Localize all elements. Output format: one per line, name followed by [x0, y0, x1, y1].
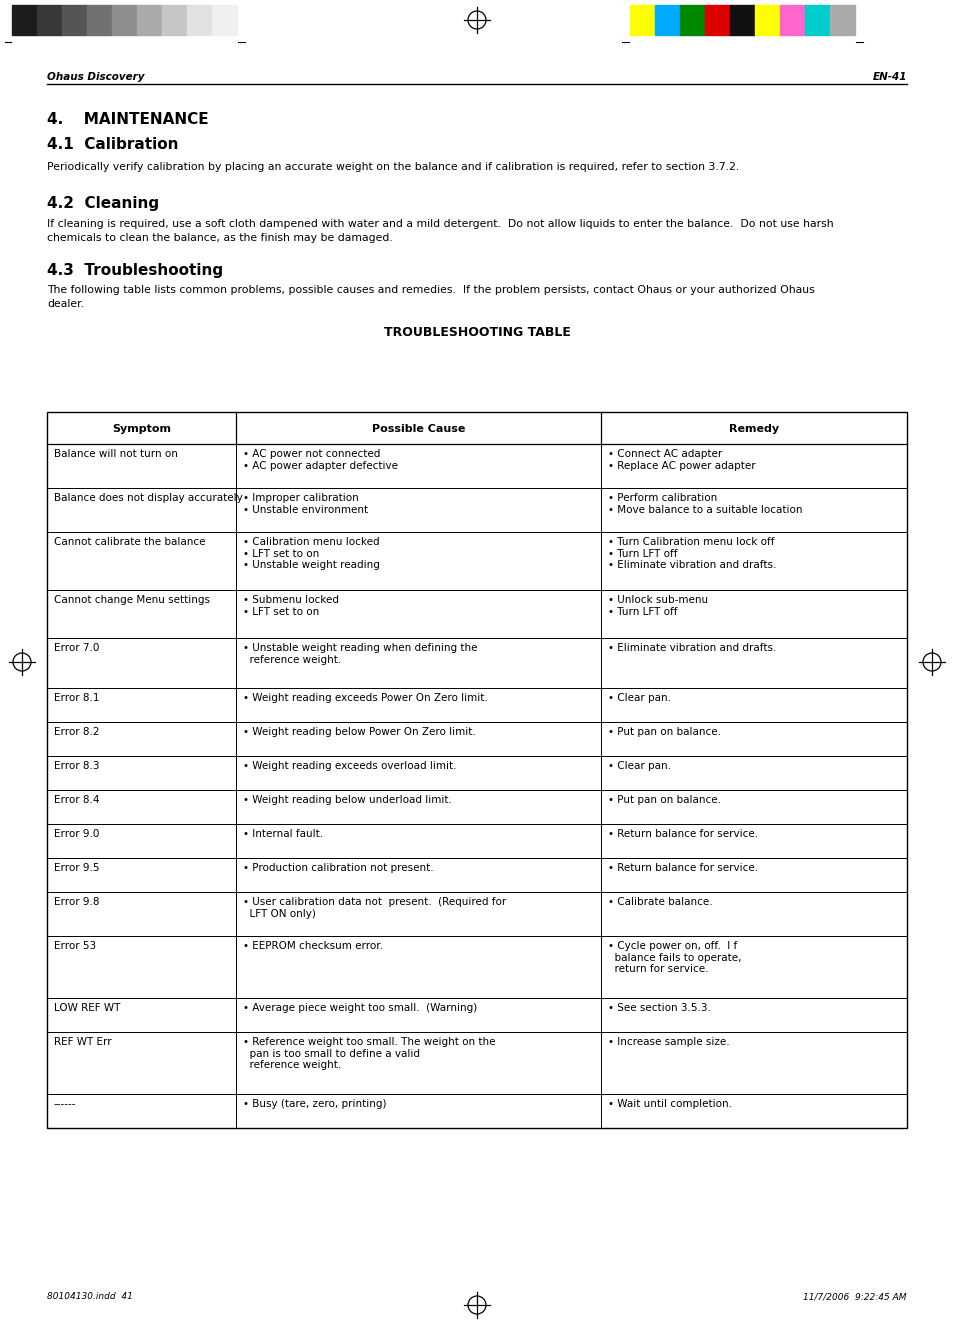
- Text: • Turn Calibration menu lock off
• Turn LFT off
• Eliminate vibration and drafts: • Turn Calibration menu lock off • Turn …: [607, 538, 776, 571]
- Text: 11/7/2006  9:22:45 AM: 11/7/2006 9:22:45 AM: [802, 1292, 906, 1301]
- Text: • Return balance for service.: • Return balance for service.: [607, 829, 758, 839]
- Text: Ohaus Discovery: Ohaus Discovery: [47, 71, 144, 82]
- Bar: [679, 5, 704, 34]
- Text: • Perform calibration
• Move balance to a suitable location: • Perform calibration • Move balance to …: [607, 493, 801, 515]
- Bar: [704, 5, 729, 34]
- Text: • Clear pan.: • Clear pan.: [607, 692, 670, 703]
- Text: Symptom: Symptom: [112, 424, 171, 434]
- Bar: [62, 5, 87, 34]
- Text: • Clear pan.: • Clear pan.: [607, 761, 670, 771]
- Bar: [655, 5, 679, 34]
- Text: • See section 3.5.3.: • See section 3.5.3.: [607, 1004, 710, 1013]
- Text: The following table lists common problems, possible causes and remedies.  If the: The following table lists common problem…: [47, 285, 814, 295]
- Text: Error 53: Error 53: [54, 941, 96, 951]
- Bar: [212, 5, 236, 34]
- Text: Error 8.4: Error 8.4: [54, 794, 99, 805]
- Text: • Cycle power on, off.  I f
  balance fails to operate,
  return for service.: • Cycle power on, off. I f balance fails…: [607, 941, 740, 974]
- Text: dealer.: dealer.: [47, 299, 84, 308]
- Text: • Improper calibration
• Unstable environment: • Improper calibration • Unstable enviro…: [243, 493, 368, 515]
- Text: ------: ------: [54, 1099, 76, 1110]
- Text: • Internal fault.: • Internal fault.: [243, 829, 323, 839]
- Text: • Weight reading below Power On Zero limit.: • Weight reading below Power On Zero lim…: [243, 727, 476, 737]
- Text: LOW REF WT: LOW REF WT: [54, 1004, 120, 1013]
- Text: • Calibration menu locked
• LFT set to on
• Unstable weight reading: • Calibration menu locked • LFT set to o…: [243, 538, 379, 571]
- Text: Cannot change Menu settings: Cannot change Menu settings: [54, 594, 210, 605]
- Text: • Weight reading exceeds overload limit.: • Weight reading exceeds overload limit.: [243, 761, 456, 771]
- Bar: [780, 5, 804, 34]
- Text: • Put pan on balance.: • Put pan on balance.: [607, 794, 720, 805]
- Text: • Wait until completion.: • Wait until completion.: [607, 1099, 731, 1110]
- Bar: [137, 5, 162, 34]
- Text: Error 9.5: Error 9.5: [54, 863, 99, 873]
- Text: • User calibration data not  present.  (Required for
  LFT ON only): • User calibration data not present. (Re…: [243, 896, 506, 919]
- Text: Periodically verify calibration by placing an accurate weight on the balance and: Periodically verify calibration by placi…: [47, 162, 739, 172]
- Bar: [37, 5, 62, 34]
- Text: • Production calibration not present.: • Production calibration not present.: [243, 863, 434, 873]
- Bar: [87, 5, 112, 34]
- Text: • Submenu locked
• LFT set to on: • Submenu locked • LFT set to on: [243, 594, 338, 617]
- Text: • Connect AC adapter
• Replace AC power adapter: • Connect AC adapter • Replace AC power …: [607, 449, 755, 470]
- Text: EN-41: EN-41: [872, 71, 906, 82]
- Text: • Return balance for service.: • Return balance for service.: [607, 863, 758, 873]
- Text: Error 8.1: Error 8.1: [54, 692, 99, 703]
- Bar: [829, 5, 854, 34]
- Text: • Average piece weight too small.  (Warning): • Average piece weight too small. (Warni…: [243, 1004, 476, 1013]
- Text: Balance will not turn on: Balance will not turn on: [54, 449, 177, 459]
- Bar: [629, 5, 655, 34]
- Text: • Increase sample size.: • Increase sample size.: [607, 1037, 729, 1047]
- Text: If cleaning is required, use a soft cloth dampened with water and a mild deterge: If cleaning is required, use a soft clot…: [47, 218, 833, 229]
- Text: chemicals to clean the balance, as the finish may be damaged.: chemicals to clean the balance, as the f…: [47, 233, 393, 244]
- Text: Error 7.0: Error 7.0: [54, 643, 99, 653]
- Text: Balance does not display accurately: Balance does not display accurately: [54, 493, 242, 503]
- Text: Error 8.2: Error 8.2: [54, 727, 99, 737]
- Text: 4.1  Calibration: 4.1 Calibration: [47, 136, 178, 152]
- Text: • Weight reading below underload limit.: • Weight reading below underload limit.: [243, 794, 452, 805]
- Bar: [729, 5, 754, 34]
- Bar: [47, 412, 906, 1128]
- Text: 4.3  Troubleshooting: 4.3 Troubleshooting: [47, 263, 223, 278]
- Text: 4.2  Cleaning: 4.2 Cleaning: [47, 196, 159, 211]
- Text: • AC power not connected
• AC power adapter defective: • AC power not connected • AC power adap…: [243, 449, 397, 470]
- Bar: [112, 5, 137, 34]
- Text: • Put pan on balance.: • Put pan on balance.: [607, 727, 720, 737]
- Bar: [162, 5, 187, 34]
- Bar: [804, 5, 829, 34]
- Text: • Weight reading exceeds Power On Zero limit.: • Weight reading exceeds Power On Zero l…: [243, 692, 487, 703]
- Text: • Busy (tare, zero, printing): • Busy (tare, zero, printing): [243, 1099, 386, 1110]
- Text: • Unstable weight reading when defining the
  reference weight.: • Unstable weight reading when defining …: [243, 643, 477, 665]
- Text: REF WT Err: REF WT Err: [54, 1037, 112, 1047]
- Text: Cannot calibrate the balance: Cannot calibrate the balance: [54, 538, 205, 547]
- Text: • Reference weight too small. The weight on the
  pan is too small to define a v: • Reference weight too small. The weight…: [243, 1037, 495, 1070]
- Text: • EEPROM checksum error.: • EEPROM checksum error.: [243, 941, 382, 951]
- Text: • Eliminate vibration and drafts.: • Eliminate vibration and drafts.: [607, 643, 776, 653]
- Text: 80104130.indd  41: 80104130.indd 41: [47, 1292, 132, 1301]
- Text: Error 9.8: Error 9.8: [54, 896, 99, 907]
- Text: 4.  MAINTENANCE: 4. MAINTENANCE: [47, 113, 209, 127]
- Text: • Unlock sub-menu
• Turn LFT off: • Unlock sub-menu • Turn LFT off: [607, 594, 707, 617]
- Text: Possible Cause: Possible Cause: [372, 424, 465, 434]
- Text: • Calibrate balance.: • Calibrate balance.: [607, 896, 712, 907]
- Bar: [187, 5, 212, 34]
- Text: Remedy: Remedy: [728, 424, 779, 434]
- Bar: [754, 5, 780, 34]
- Text: Error 8.3: Error 8.3: [54, 761, 99, 771]
- Text: TROUBLESHOOTING TABLE: TROUBLESHOOTING TABLE: [383, 326, 570, 339]
- Bar: [12, 5, 37, 34]
- Text: Error 9.0: Error 9.0: [54, 829, 99, 839]
